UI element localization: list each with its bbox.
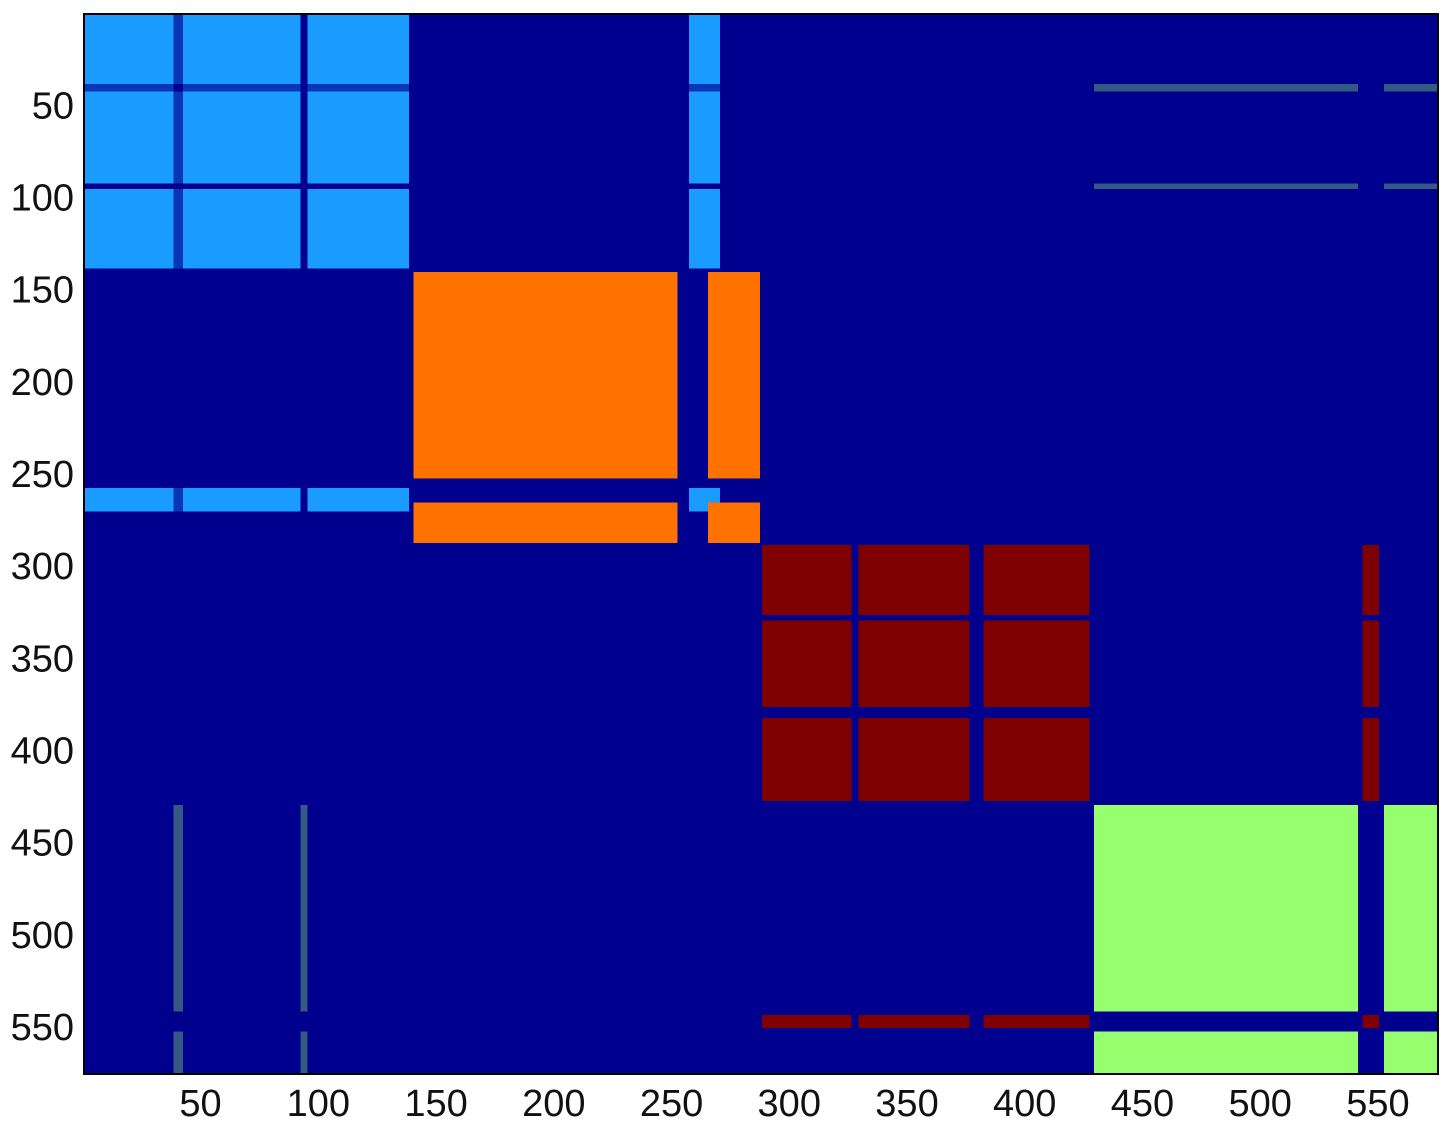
heatmap-cell-block [762, 718, 852, 802]
heatmap-cell-block [182, 487, 301, 512]
heatmap-cell-partial [858, 605, 970, 615]
heatmap-cell-block [84, 91, 174, 184]
heatmap-cell-block [307, 487, 409, 512]
x-tick-label: 550 [1346, 1083, 1409, 1122]
heatmap-cell-partial [413, 509, 678, 523]
heatmap-cell-block [689, 91, 720, 184]
y-tick-label: 350 [11, 638, 74, 680]
y-tick-label: 250 [11, 454, 74, 496]
heatmap-cell-block [84, 487, 174, 512]
heatmap-cell-block [1383, 1031, 1438, 1074]
heatmap-cell-block [708, 272, 760, 479]
heatmap-cell-block [307, 91, 409, 184]
heatmap-cell-block [307, 189, 409, 269]
heatmap-cell-block [983, 544, 1090, 615]
y-tick-label: 150 [11, 270, 74, 312]
heatmap-cell-block [413, 272, 678, 479]
heatmap-cell-block [1094, 804, 1358, 1012]
heatmap-cell-block [983, 1015, 1090, 1028]
heatmap-cell-partial [708, 509, 760, 523]
y-tick-label: 100 [11, 177, 74, 219]
x-tick-label: 250 [640, 1083, 703, 1122]
x-tick-label: 50 [179, 1083, 221, 1122]
heatmap-cell-block [182, 91, 301, 184]
heatmap-cell-block [689, 189, 720, 269]
heatmap-cell-block [858, 620, 970, 708]
y-tick-label: 200 [11, 362, 74, 404]
x-tick-label: 300 [758, 1083, 821, 1122]
heatmap-cell-partial [1383, 183, 1438, 190]
heatmap-cell-partial [84, 84, 174, 92]
heatmap-cell-partial [689, 84, 720, 92]
heatmap-cell-block [84, 14, 174, 85]
heatmap-cell-partial [983, 605, 1090, 615]
y-tick-label: 550 [11, 1007, 74, 1049]
heatmap-cell-block [1362, 544, 1380, 615]
heatmap-cell-partial [839, 544, 852, 615]
x-tick-label: 100 [287, 1083, 350, 1122]
heatmap-cell-partial [307, 84, 409, 92]
heatmap-cell-partial [182, 84, 301, 92]
heatmap-cell-block [858, 718, 970, 802]
heatmap-cell-block [307, 14, 409, 85]
y-tick-label: 450 [11, 823, 74, 865]
heatmap-cell-partial [300, 804, 308, 1012]
y-axis: 50 100 150 200 250 300 350 400 450 500 550 [11, 85, 74, 1049]
heatmap-cell-block [1362, 718, 1380, 802]
x-tick-label: 200 [522, 1083, 585, 1122]
heatmap-cell-partial [173, 804, 183, 1012]
heatmap-cell-block [84, 189, 174, 269]
x-tick-label: 450 [1111, 1083, 1174, 1122]
heatmap-cell-partial [839, 620, 852, 708]
heatmap-cell-partial [173, 189, 183, 269]
heatmap-cell-partial [1094, 84, 1358, 92]
heatmap-cell-partial [839, 718, 852, 802]
heatmap-cell-partial [717, 272, 734, 479]
heatmap-cell-partial [173, 14, 183, 85]
heatmap-cell-partial [300, 1031, 308, 1074]
heatmap-cell-partial [839, 1015, 852, 1028]
heatmap-cell-partial [173, 91, 183, 184]
heatmap-cell-block [1362, 620, 1380, 708]
heatmap-cell-block [182, 14, 301, 85]
heatmap-cell-block [762, 544, 852, 615]
x-tick-label: 500 [1229, 1083, 1292, 1122]
heatmap-cell-partial [717, 502, 734, 544]
y-tick-label: 500 [11, 915, 74, 957]
heatmap-cell-block [858, 544, 970, 615]
x-tick-label: 150 [404, 1083, 467, 1122]
heatmap-cell-block [182, 189, 301, 269]
heatmap-cell-partial [1383, 84, 1438, 92]
heatmap-cell-block [708, 502, 760, 544]
y-tick-label: 50 [32, 85, 74, 127]
plot-border [83, 13, 1439, 1075]
y-tick-label: 400 [11, 730, 74, 772]
x-axis: 50 100 150 200 250 300 350 400 450 500 550 [179, 1083, 1409, 1122]
heatmap-cell-partial [173, 487, 183, 512]
heatmap-cell-partial [173, 1031, 183, 1074]
x-tick-label: 400 [993, 1083, 1056, 1122]
y-tick-label: 300 [11, 546, 74, 588]
heatmap-cell-block [858, 1015, 970, 1028]
heatmap-cell-partial [762, 605, 852, 615]
heatmap-cell-block [983, 718, 1090, 802]
heatmap-cells [84, 14, 1438, 1074]
heatmap-cell-block [983, 620, 1090, 708]
heatmap-cell-partial [1094, 183, 1358, 190]
heatmap-cell-block [1094, 1031, 1358, 1074]
heatmap-cell-block [762, 620, 852, 708]
heatmap-cell-block [689, 14, 720, 85]
heatmap-cell-block [413, 502, 678, 544]
heatmap-cell-block [1383, 804, 1438, 1012]
heatmap-cell-block [762, 1015, 852, 1028]
x-tick-label: 350 [875, 1083, 938, 1122]
heatmap-cell-block [1362, 1015, 1380, 1028]
heatmap-cell-partial [1362, 605, 1380, 615]
